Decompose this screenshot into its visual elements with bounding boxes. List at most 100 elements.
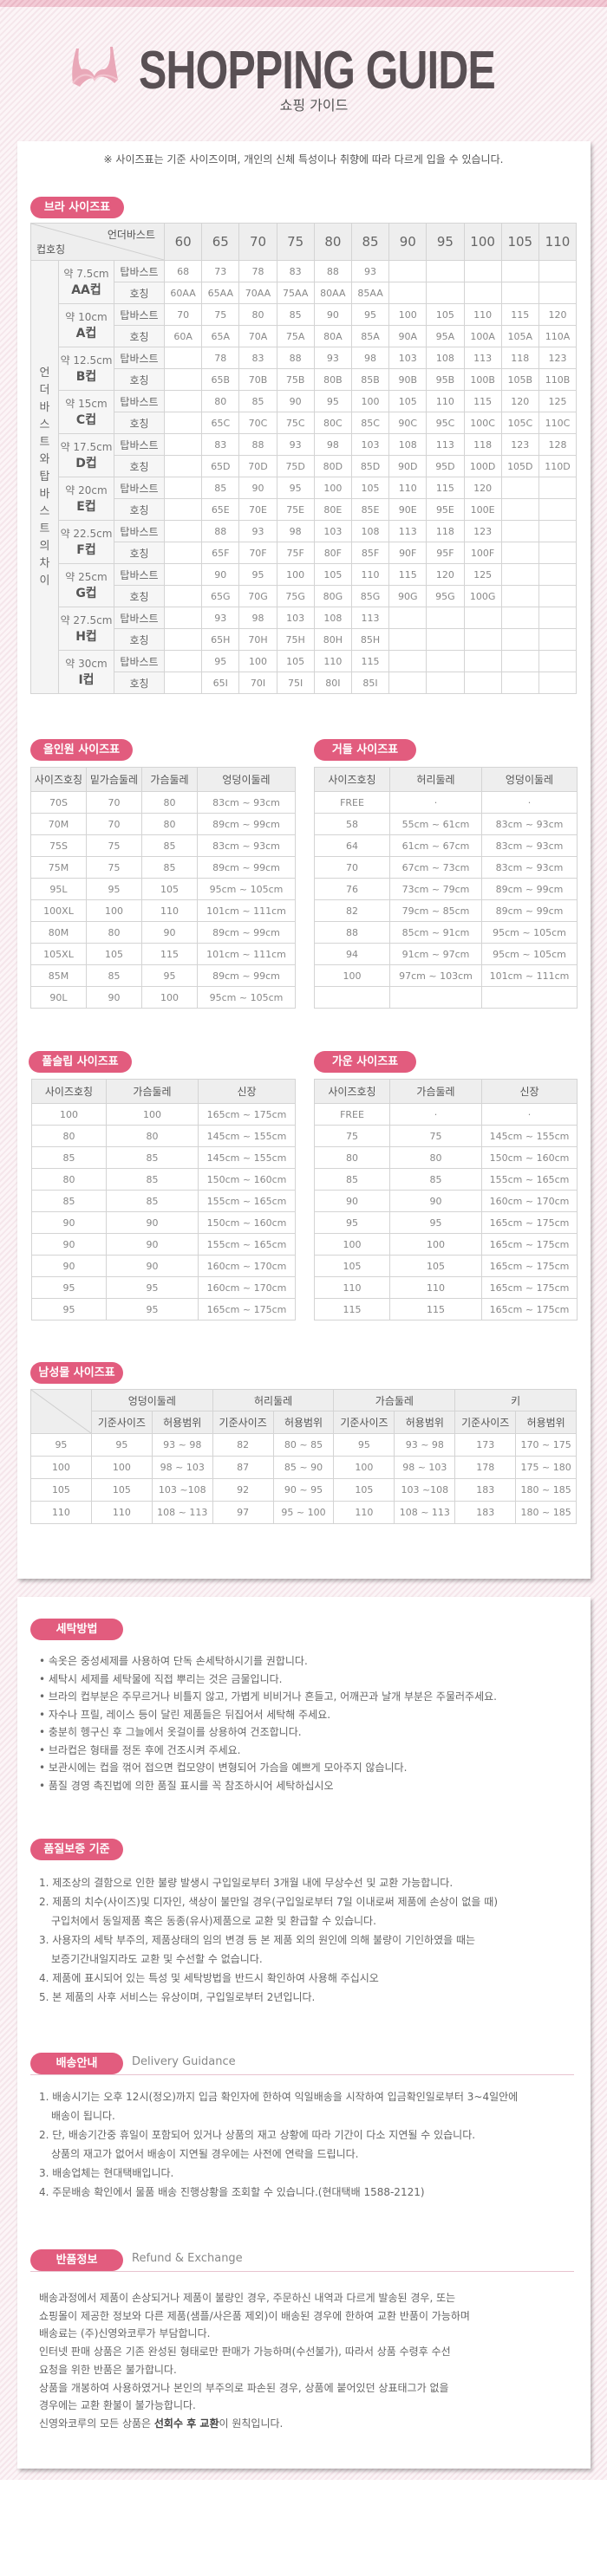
table-cell: 115 — [314, 1298, 390, 1320]
table-cell: 110 — [314, 1276, 390, 1299]
table-cell — [314, 986, 390, 1009]
table-cell: 115 — [141, 943, 198, 965]
returns-section-header: 반품정보 Refund & Exchange — [30, 2249, 574, 2272]
top-bust-value — [426, 650, 465, 672]
table-cell: · — [481, 791, 578, 814]
bra-icon — [72, 47, 119, 87]
size-value: 80A — [313, 325, 352, 347]
top-bust-value: 123 — [538, 347, 578, 369]
delivery-item: 3. 배송업체는 현대택배입니다. — [39, 2167, 174, 2179]
table-cell: 85 — [86, 964, 142, 987]
underbust-header: 65 — [201, 223, 240, 261]
size-value: 95D — [426, 455, 465, 477]
table-cell: 145cm ~ 155cm — [481, 1125, 578, 1147]
top-bust-value — [388, 260, 428, 282]
group-header: 가슴둘레 — [333, 1389, 456, 1411]
info-card — [17, 1597, 591, 2469]
header-row: 사이즈호칭 허리둘레 엉덩이둘레 — [314, 767, 578, 792]
size-value — [538, 542, 578, 564]
top-bust-value: 118 — [463, 433, 502, 456]
group-header: 허리둘레 — [212, 1389, 335, 1411]
table-row: 94 91cm ~ 97cm 95cm ~ 105cm — [314, 943, 578, 965]
size-value: 95A — [426, 325, 465, 347]
size-value: 70C — [238, 412, 277, 434]
allinone-size-badge: 올인원 사이즈표 — [30, 739, 133, 761]
top-bust-label: 탑바스트 — [113, 607, 166, 629]
size-value — [538, 628, 578, 651]
column-header: 가슴둘레 — [106, 1079, 199, 1104]
side-label: 언더바스트와 탑바스트의 차이 — [39, 366, 50, 587]
top-bust-value: 115 — [388, 563, 428, 586]
table-cell: 85 — [31, 1190, 107, 1212]
table-cell: 105XL — [30, 943, 87, 965]
size-value — [164, 672, 203, 694]
table-cell: 90 — [106, 1233, 199, 1256]
table-cell: 105 — [30, 1478, 92, 1502]
table-cell: 183 — [454, 1501, 517, 1524]
cup-name: G컵 — [75, 587, 97, 600]
top-bust-value: 108 — [426, 347, 465, 369]
top-bust-value: 110 — [388, 477, 428, 499]
size-value: 65G — [201, 585, 240, 607]
size-value — [538, 672, 578, 694]
cup-cell: 약 22.5cm F컵 — [58, 520, 114, 564]
size-value: 75E — [276, 498, 315, 521]
top-band — [0, 0, 607, 7]
size-value: 65E — [201, 498, 240, 521]
table-cell: 110 — [389, 1276, 482, 1299]
top-bust-value: 88 — [313, 260, 352, 282]
table-cell: 85cm ~ 91cm — [389, 921, 482, 944]
column-header: 엉덩이둘레 — [481, 767, 578, 792]
table-cell: 75 — [86, 834, 142, 857]
top-bust-value: 120 — [463, 477, 502, 499]
top-bust-value: 110 — [463, 303, 502, 326]
table-cell: 80 — [86, 921, 142, 944]
size-value: 80G — [313, 585, 352, 607]
table-cell: 165cm ~ 175cm — [481, 1298, 578, 1320]
size-value: 80I — [313, 672, 352, 694]
returns-line: 신영와코루의 모든 상품은 선회수 후 교환이 원칙입니다. — [39, 2415, 470, 2433]
size-value — [388, 282, 428, 304]
top-bust-value: 113 — [426, 433, 465, 456]
table-cell: 90L — [30, 986, 87, 1009]
table-cell: 95 — [31, 1276, 107, 1299]
size-value: 90E — [388, 498, 428, 521]
size-value: 100C — [463, 412, 502, 434]
top-bust-label: 탑바스트 — [113, 520, 166, 542]
top-bust-value: 103 — [388, 347, 428, 369]
fullslip-size-table: 사이즈호칭 가슴둘레 신장 100 100 165cm ~ 175cm 80 80 145cm … — [31, 1079, 296, 1320]
table-cell: 90 — [31, 1255, 107, 1277]
underbust-header: 85 — [350, 223, 390, 261]
table-cell: 101cm ~ 111cm — [481, 964, 578, 987]
top-bust-value — [463, 260, 502, 282]
size-value: 85A — [350, 325, 390, 347]
top-bust-value: 100 — [276, 563, 315, 586]
underbust-header: 110 — [538, 223, 578, 261]
table-row: 약 12.5cm B컵 탑바스트 78 83 88 93 98 103 108 113 118 123 — [31, 347, 578, 391]
top-bust-value: 125 — [463, 563, 502, 586]
size-value: 110A — [538, 325, 578, 347]
girdle-size-table: 사이즈호칭 허리둘레 엉덩이둘레 FREE · · 58 55cm ~ 61cm 83cm ~ … — [314, 767, 578, 1009]
top-bust-value: 90 — [201, 563, 240, 586]
top-bust-value: 75 — [201, 303, 240, 326]
cup-name: AA컵 — [71, 283, 101, 297]
size-value — [164, 498, 203, 521]
table-row: 64 61cm ~ 67cm 83cm ~ 93cm — [314, 834, 578, 857]
underbust-header: 60 — [164, 223, 203, 261]
table-cell: 95cm ~ 105cm — [197, 878, 296, 900]
top-bust-value: 103 — [313, 520, 352, 542]
size-value — [164, 455, 203, 477]
top-bust-value: 85 — [276, 303, 315, 326]
top-bust-value: 110 — [426, 390, 465, 412]
sub-header: 허용범위 — [272, 1411, 335, 1434]
table-cell: 100 — [389, 1233, 482, 1256]
delivery-item: 상품의 재고가 없어서 배송이 지연될 경우에는 사전에 연락을 드립니다. — [51, 2148, 359, 2160]
quality-item: 구입처에서 동일제품 혹은 동종(유사)제품으로 교환 및 환급할 수 있습니다… — [51, 1915, 376, 1927]
table-cell: 97 — [212, 1501, 274, 1524]
top-bust-value: 98 — [276, 520, 315, 542]
cup-name: A컵 — [75, 327, 97, 341]
table-row: 95 95 165cm ~ 175cm — [314, 1211, 578, 1234]
table-cell: 101cm ~ 111cm — [197, 943, 296, 965]
top-bust-value: 115 — [500, 303, 539, 326]
side-label-cell: 언더바스트와 탑바스트의 차이 — [30, 260, 59, 694]
